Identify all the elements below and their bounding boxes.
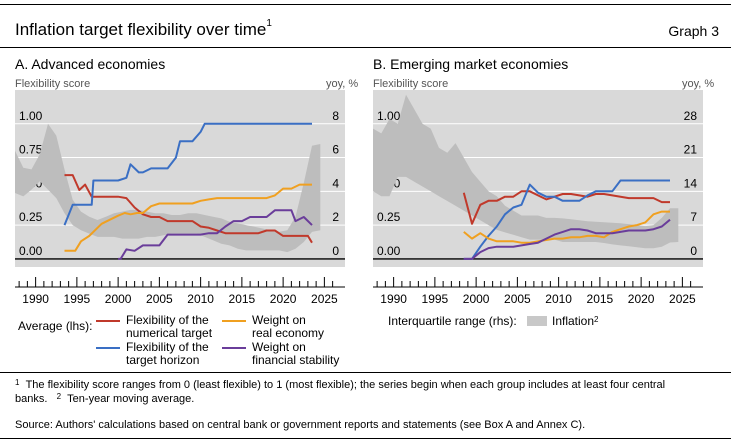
top-rule (0, 4, 731, 5)
legend-swatch-inflation (527, 316, 547, 326)
legend-label-numerical-target-2: numerical target (126, 326, 213, 340)
legend-average-label: Average (lhs): (18, 319, 93, 333)
panel-b-x-tick-label: 1990 (380, 292, 407, 306)
legend-label-target-horizon-1: Flexibility of the (126, 340, 209, 354)
footnotes: 1 The flexibility score ranges from 0 (l… (15, 378, 666, 405)
graph-number: Graph 3 (668, 23, 719, 39)
panel-b-right-axis-label: yoy, % (682, 78, 715, 90)
panel-a-x-tick-label: 1995 (64, 292, 91, 306)
panel-b-series-weight-on-financial-stability (463, 218, 671, 260)
panel-a-x-tick-label: 2015 (229, 292, 256, 306)
panel-b-right-tick-label: 14 (684, 176, 698, 190)
panel-a-x-tick-label: 2000 (105, 292, 132, 306)
panel-a-left-tick-label: 0.75 (19, 143, 43, 157)
panel-a-left-axis-label: Flexibility score (15, 78, 91, 90)
panel-a-series-weight-on-real-economy (64, 183, 312, 252)
panel-b-right-tick-label: 7 (690, 210, 697, 224)
legend-label-target-horizon-2: target horizon (126, 353, 200, 367)
title-rule (0, 47, 731, 48)
panel-a-x-tick-label: 1990 (22, 292, 49, 306)
panel-a-series-flexibility-of-the-numerical-target (64, 174, 313, 244)
panel-a-right-tick-label: 0 (332, 244, 339, 258)
footnote-1: The flexibility score ranges from 0 (lea… (15, 379, 666, 405)
footnote-2: Ten-year moving average. (67, 393, 195, 405)
panel-b-x-tick-label: 2000 (463, 292, 490, 306)
panel-a-left-tick-label: 0.00 (19, 244, 43, 258)
panel-a-inflation-band (15, 123, 321, 253)
bottom-rule (0, 438, 731, 439)
panel-a-x-tick-label: 2010 (187, 292, 214, 306)
panel-b-left-tick-label: 0.25 (377, 210, 401, 224)
legend-label-real-economy-1: Weight on (252, 313, 306, 327)
page-title: Inflation target flexibility over time1 (15, 18, 272, 39)
legend-label-numerical-target-1: Flexibility of the (126, 313, 209, 327)
legend-swatch-numerical-target (96, 320, 120, 322)
chart-panel-b: 0.000.250.500.751.0007142128199019952000… (373, 90, 703, 306)
panel-b-left-tick-label: 1.00 (377, 109, 401, 123)
legend-iqr-label: Interquartile range (rhs): (388, 314, 517, 328)
panel-a-right-tick-label: 6 (332, 143, 339, 157)
legend-rule (0, 372, 731, 373)
panel-b-title: B. Emerging market economies (373, 56, 569, 72)
panel-a-series-flexibility-of-the-target-horizon (63, 122, 312, 226)
panel-b-series-flexibility-of-the-target-horizon (463, 179, 670, 260)
legend-label-financial-stability-2: financial stability (252, 353, 340, 367)
panel-b-left-tick-label: 0.00 (377, 244, 401, 258)
panel-b-right-tick-label: 0 (690, 244, 697, 258)
panel-a-x-tick-label: 2005 (146, 292, 173, 306)
panel-b-x-tick-label: 2025 (669, 292, 696, 306)
panel-b-right-tick-label: 28 (684, 109, 698, 123)
legend-label-financial-stability-1: Weight on (252, 340, 306, 354)
panel-a-left-tick-label: 0.25 (19, 210, 43, 224)
legend-label-inflation: Inflation2 (552, 314, 599, 328)
legend-label-real-economy-2: real economy (252, 326, 325, 340)
panel-a-x-tick-label: 2025 (311, 292, 338, 306)
panel-a-x-tick-label: 2020 (270, 292, 297, 306)
legend-swatch-target-horizon (96, 347, 120, 349)
panel-b-x-tick-label: 2015 (587, 292, 614, 306)
panel-b-x-tick-label: 2005 (504, 292, 531, 306)
panel-b-x-tick-label: 1995 (422, 292, 449, 306)
panel-b-left-axis-label: Flexibility score (373, 78, 449, 90)
panel-a-right-tick-label: 2 (332, 210, 339, 224)
panel-b-right-tick-label: 21 (684, 143, 698, 157)
panel-a-right-tick-label: 8 (332, 109, 339, 123)
panel-a-right-tick-label: 4 (332, 176, 339, 190)
panel-a-right-axis-label: yoy, % (326, 78, 359, 90)
panel-a-series-weight-on-financial-stability (118, 209, 313, 260)
chart-panel-a: 0.000.250.500.751.0002468199019952000200… (15, 90, 345, 306)
panel-a-title: A. Advanced economies (15, 56, 166, 72)
panel-b-series-weight-on-real-economy (463, 210, 670, 244)
panel-b-x-tick-label: 2010 (545, 292, 572, 306)
panel-b-x-tick-label: 2020 (628, 292, 655, 306)
panel-b-inflation-band (373, 94, 679, 249)
source-note: Source: Authors' calculations based on c… (15, 419, 586, 431)
legend-swatch-financial-stability (222, 347, 246, 349)
legend-swatch-real-economy (222, 320, 246, 322)
panel-b-series-flexibility-of-the-numerical-target (462, 190, 670, 225)
panel-a-left-tick-label: 1.00 (19, 109, 43, 123)
